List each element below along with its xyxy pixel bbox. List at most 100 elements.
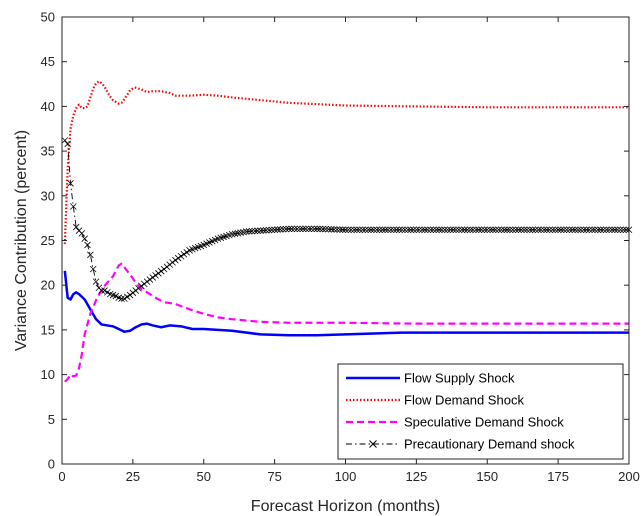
data-point [617,226,624,234]
data-point [268,226,276,234]
data-point [421,226,429,234]
data-point [611,226,619,234]
data-point [622,226,630,234]
data-point [81,235,88,242]
x-tick-label: 25 [126,469,140,484]
data-point [435,226,443,234]
data-point [356,226,363,234]
data-point [282,225,290,233]
data-point [183,249,191,256]
data-point [506,226,514,234]
y-tick-label: 30 [41,188,55,203]
data-point [509,226,517,234]
data-point [574,226,582,234]
data-point [557,226,565,234]
data-point [523,226,531,234]
data-point [549,226,556,234]
data-point [92,278,100,285]
data-point [430,226,437,234]
data-point [381,226,389,234]
data-point [254,227,261,235]
data-point [486,226,494,234]
data-point [483,226,491,234]
data-point [288,225,295,233]
data-point [398,226,406,234]
y-axis-label: Variance Contribution (percent) [13,130,30,351]
data-point [118,295,125,302]
data-point [234,229,242,237]
data-point [104,289,111,296]
data-point [591,226,599,234]
data-point [583,226,590,234]
x-tick-label: 175 [547,469,569,484]
x-tick-label: 100 [335,469,357,484]
data-point [410,226,417,234]
data-point [580,226,587,234]
data-point [464,226,471,234]
data-point [469,226,477,234]
data-point [328,226,335,233]
data-point [498,226,505,234]
data-point [316,225,324,233]
data-point [132,287,139,294]
data-point [441,226,449,234]
series-layer [61,80,633,383]
data-point [424,226,431,234]
data-point [600,226,607,234]
data-point [245,228,253,235]
data-point [237,229,244,236]
data-point [390,226,397,234]
data-point [500,226,508,234]
data-point [248,227,256,235]
data-point [67,180,74,187]
data-point [552,226,559,234]
data-point [396,226,403,234]
y-tick-label: 40 [41,99,55,114]
data-point [543,226,551,234]
data-point [489,226,497,234]
data-point [78,230,86,237]
data-point [376,226,383,234]
y-tick-label: 5 [48,412,55,427]
data-point [603,226,610,234]
data-point [517,226,525,234]
data-point [384,226,392,234]
data-point [169,259,176,266]
data-point [359,226,366,234]
data-point [64,140,71,148]
data-point [143,278,151,285]
data-point [89,265,97,273]
data-point [432,226,440,234]
data-point [614,226,621,234]
data-point [160,265,168,273]
data-point [554,226,562,234]
legend-item: Speculative Demand Shock [346,415,564,430]
data-point [495,226,502,234]
data-point [146,276,154,283]
data-point [401,226,409,234]
data-point [251,227,259,235]
x-tick-label: 150 [476,469,498,484]
data-point [577,226,585,234]
data-point [262,227,270,234]
data-point [302,225,310,233]
data-point [242,228,250,235]
data-point [597,226,604,234]
data-point [330,226,338,233]
y-tick-label: 45 [41,54,55,69]
data-point [452,226,460,234]
data-point [455,226,463,234]
legend-item: Flow Demand Shock [346,393,524,408]
data-point [413,226,420,234]
data-point [512,226,519,234]
y-tick-label: 35 [41,144,55,159]
data-point [101,287,108,294]
data-point [228,230,236,238]
data-point [174,254,182,262]
data-point [569,226,576,234]
data-point [586,226,593,234]
data-point [373,226,380,234]
legend-label: Precautionary Demand shock [404,437,575,452]
x-tick-label: 75 [267,469,281,484]
y-tick-label: 25 [41,233,55,248]
